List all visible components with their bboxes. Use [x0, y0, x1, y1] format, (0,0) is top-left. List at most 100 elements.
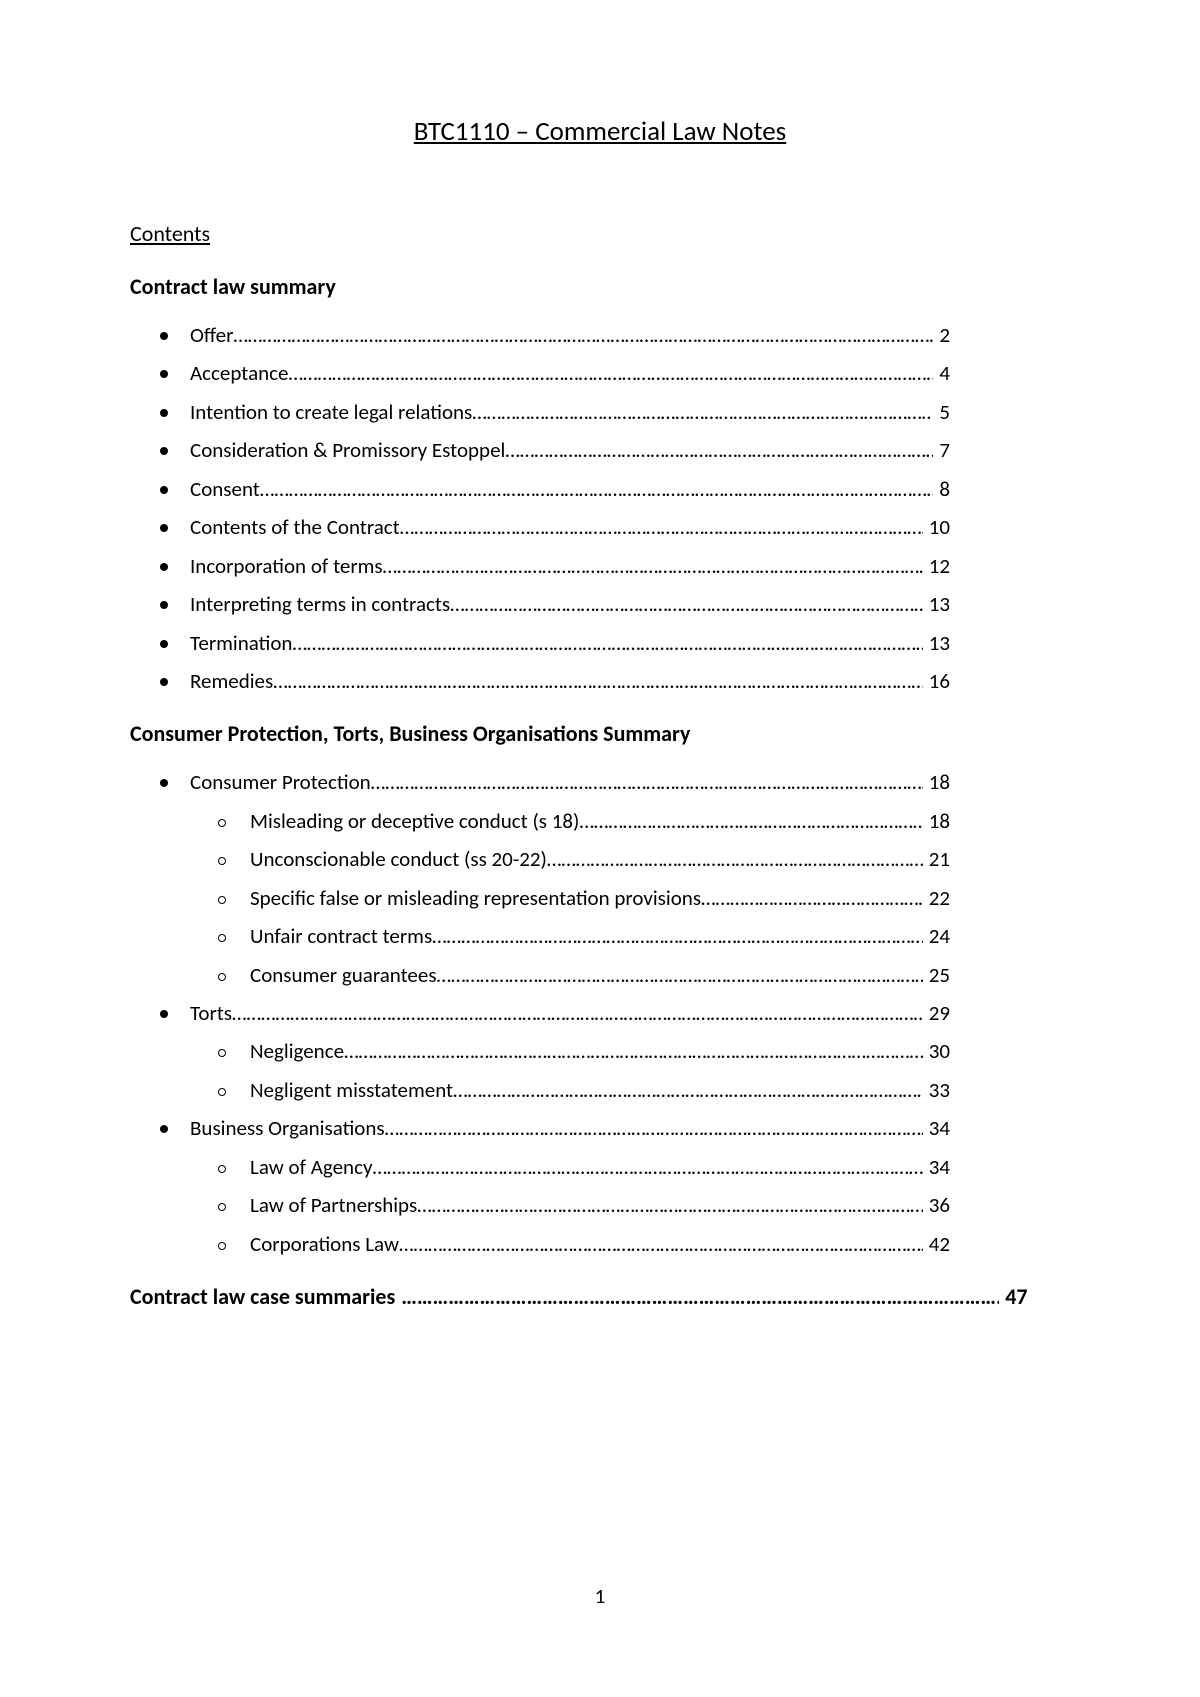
toc-page: 12 [923, 551, 950, 581]
toc-label: Law of Agency [250, 1152, 372, 1182]
toc-page: 13 [923, 628, 950, 658]
toc-row: Consumer guarantees 25 [130, 960, 1070, 990]
toc-label: Law of Partnerships [250, 1190, 417, 1220]
bullet-disc-icon [160, 563, 168, 571]
toc-label: Business Organisations [190, 1113, 385, 1143]
toc-label: Misleading or deceptive conduct (s 18) [250, 806, 579, 836]
toc-row: Acceptance 4 [130, 358, 1070, 388]
toc-label: Acceptance [190, 358, 289, 388]
bullet-disc-icon [160, 524, 168, 532]
bullet-disc-icon [160, 779, 168, 787]
bullet-circle-icon [218, 1088, 226, 1096]
toc-page: 10 [923, 512, 950, 542]
toc-page: 21 [923, 844, 950, 874]
toc-label: Contents of the Contract [190, 512, 400, 542]
dot-leaders [399, 1229, 923, 1259]
toc-label: Consumer guarantees [250, 960, 437, 990]
section2-list: Consumer Protection 18 Misleading or decep… [130, 767, 1070, 1259]
toc-label: Remedies [190, 666, 273, 696]
toc-row: Torts29 [130, 998, 1070, 1028]
toc-page: 42 [923, 1229, 950, 1259]
dot-leaders [579, 806, 922, 836]
bullet-circle-icon [218, 1165, 226, 1173]
final-toc-label: Contract law case summaries [130, 1283, 395, 1310]
toc-label: Intention to create legal relations [190, 397, 472, 427]
bullet-disc-icon [160, 370, 168, 378]
dot-leaders [233, 320, 933, 350]
toc-label: Incorporation of terms [190, 551, 383, 581]
toc-row: Negligence30 [130, 1036, 1070, 1066]
toc-row: Law of Agency 34 [130, 1152, 1070, 1182]
toc-label: Torts [190, 998, 232, 1028]
bullet-circle-icon [218, 1242, 226, 1250]
page-number: 1 [0, 1583, 1200, 1609]
toc-row: Incorporation of terms 12 [130, 551, 1070, 581]
dot-leaders [344, 1036, 923, 1066]
bullet-circle-icon [218, 1049, 226, 1057]
toc-page: 34 [923, 1152, 950, 1182]
bullet-disc-icon [160, 1010, 168, 1018]
toc-label: Specific false or misleading representat… [250, 883, 701, 913]
toc-label: Consent [190, 474, 260, 504]
dot-leaders [417, 1190, 923, 1220]
section2-heading: Consumer Protection, Torts, Business Org… [130, 720, 1070, 747]
toc-row: Termination13 [130, 628, 1070, 658]
dot-leaders [472, 397, 933, 427]
toc-row: Remedies 16 [130, 666, 1070, 696]
toc-label: Negligent misstatement [250, 1075, 453, 1105]
toc-row: Consumer Protection 18 [130, 767, 1070, 797]
toc-row: Unconscionable conduct (ss 20-22) 21 [130, 844, 1070, 874]
section1-list: Offer2 Acceptance 4 Intention to create leg… [130, 320, 1070, 696]
toc-row: Business Organisations 34 [130, 1113, 1070, 1143]
toc-page: 2 [933, 320, 950, 350]
toc-row: Specific false or misleading representat… [130, 883, 1070, 913]
toc-label: Negligence [250, 1036, 344, 1066]
dot-leaders [505, 435, 933, 465]
toc-label: Unconscionable conduct (ss 20-22) [250, 844, 547, 874]
toc-row: Interpreting terms in contracts13 [130, 589, 1070, 619]
bullet-disc-icon [160, 1125, 168, 1133]
toc-page: 25 [923, 960, 950, 990]
toc-label: Unfair contract terms [250, 921, 432, 951]
toc-label: Consumer Protection [190, 767, 371, 797]
dot-leaders [260, 474, 934, 504]
toc-page: 34 [923, 1113, 950, 1143]
dot-leaders [401, 1283, 999, 1310]
section1-heading: Contract law summary [130, 273, 1070, 300]
bullet-circle-icon [218, 1203, 226, 1211]
bullet-circle-icon [218, 819, 226, 827]
toc-page: 5 [933, 397, 950, 427]
dot-leaders [372, 1152, 922, 1182]
dot-leaders [385, 1113, 923, 1143]
contents-heading: Contents [130, 220, 1070, 247]
toc-page: 18 [923, 767, 950, 797]
final-toc-row: Contract law case summaries 47 [130, 1283, 1070, 1310]
dot-leaders [437, 960, 923, 990]
toc-row: Unfair contract terms 24 [130, 921, 1070, 951]
final-toc-page: 47 [999, 1283, 1027, 1310]
toc-page: 4 [933, 358, 950, 388]
dot-leaders [232, 998, 923, 1028]
page-title: BTC1110 – Commercial Law Notes [130, 115, 1070, 148]
dot-leaders [400, 512, 923, 542]
bullet-disc-icon [160, 447, 168, 455]
toc-page: 22 [923, 883, 950, 913]
dot-leaders [383, 551, 923, 581]
toc-row: Offer2 [130, 320, 1070, 350]
dot-leaders [273, 666, 922, 696]
dot-leaders [432, 921, 923, 951]
dot-leaders [453, 1075, 923, 1105]
dot-leaders [450, 589, 923, 619]
toc-row: Corporations Law42 [130, 1229, 1070, 1259]
dot-leaders [292, 628, 922, 658]
toc-page: 18 [923, 806, 950, 836]
toc-row: Consideration & Promissory Estoppel7 [130, 435, 1070, 465]
toc-page: 33 [923, 1075, 950, 1105]
toc-page: 24 [923, 921, 950, 951]
document-page: BTC1110 – Commercial Law Notes Contents … [0, 0, 1200, 1697]
bullet-circle-icon [218, 857, 226, 865]
toc-page: 16 [923, 666, 950, 696]
toc-row: Law of Partnerships36 [130, 1190, 1070, 1220]
toc-page: 7 [933, 435, 950, 465]
toc-row: Consent8 [130, 474, 1070, 504]
